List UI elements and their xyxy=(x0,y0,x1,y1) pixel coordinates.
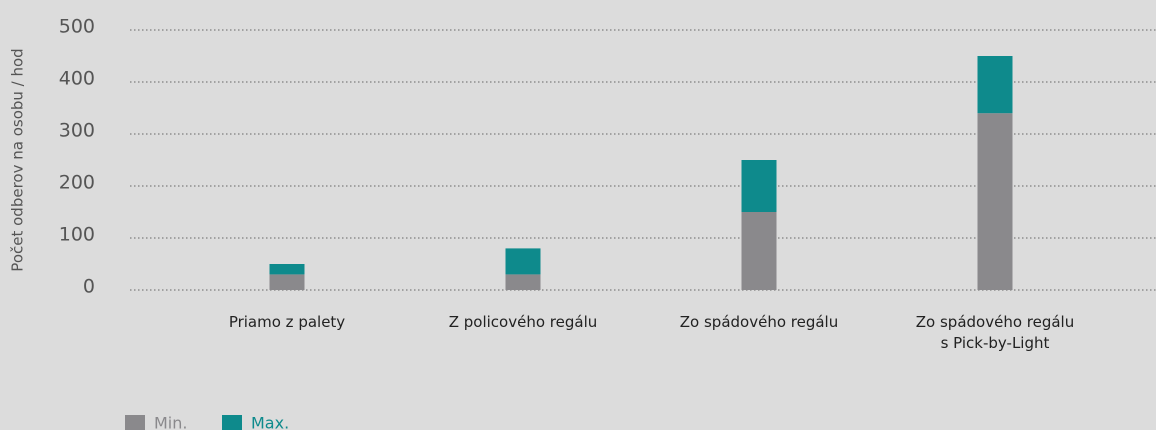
y-tick-label: 300 xyxy=(59,120,95,142)
y-tick-label: 500 xyxy=(59,16,95,38)
bar-segment xyxy=(505,274,541,290)
bar-segment xyxy=(977,113,1013,290)
y-tick-label: 200 xyxy=(59,172,95,194)
bar-segment xyxy=(741,160,777,212)
legend-label: Max. xyxy=(251,414,289,430)
bar-segment xyxy=(269,274,305,290)
x-tick-label: Priamo z palety xyxy=(228,313,346,331)
y-tick-label: 400 xyxy=(59,68,95,90)
y-axis-label: Počet odberov na osobu / hod xyxy=(9,48,27,271)
bar-segment xyxy=(269,264,305,275)
bar-segment xyxy=(741,212,777,290)
legend-swatch xyxy=(125,415,145,430)
y-tick-label: 0 xyxy=(83,276,95,298)
x-tick-label: Zo spádového regálu s Pick-by-Light xyxy=(915,313,1075,352)
x-tick-label: Z policového regálu xyxy=(448,313,598,331)
legend-label: Min. xyxy=(154,414,187,430)
legend-swatch xyxy=(222,415,242,430)
bar-segment xyxy=(977,56,1013,114)
bar-segment xyxy=(505,248,541,275)
y-tick-label: 100 xyxy=(59,224,95,246)
x-tick-label: Zo spádového regálu xyxy=(679,313,839,331)
